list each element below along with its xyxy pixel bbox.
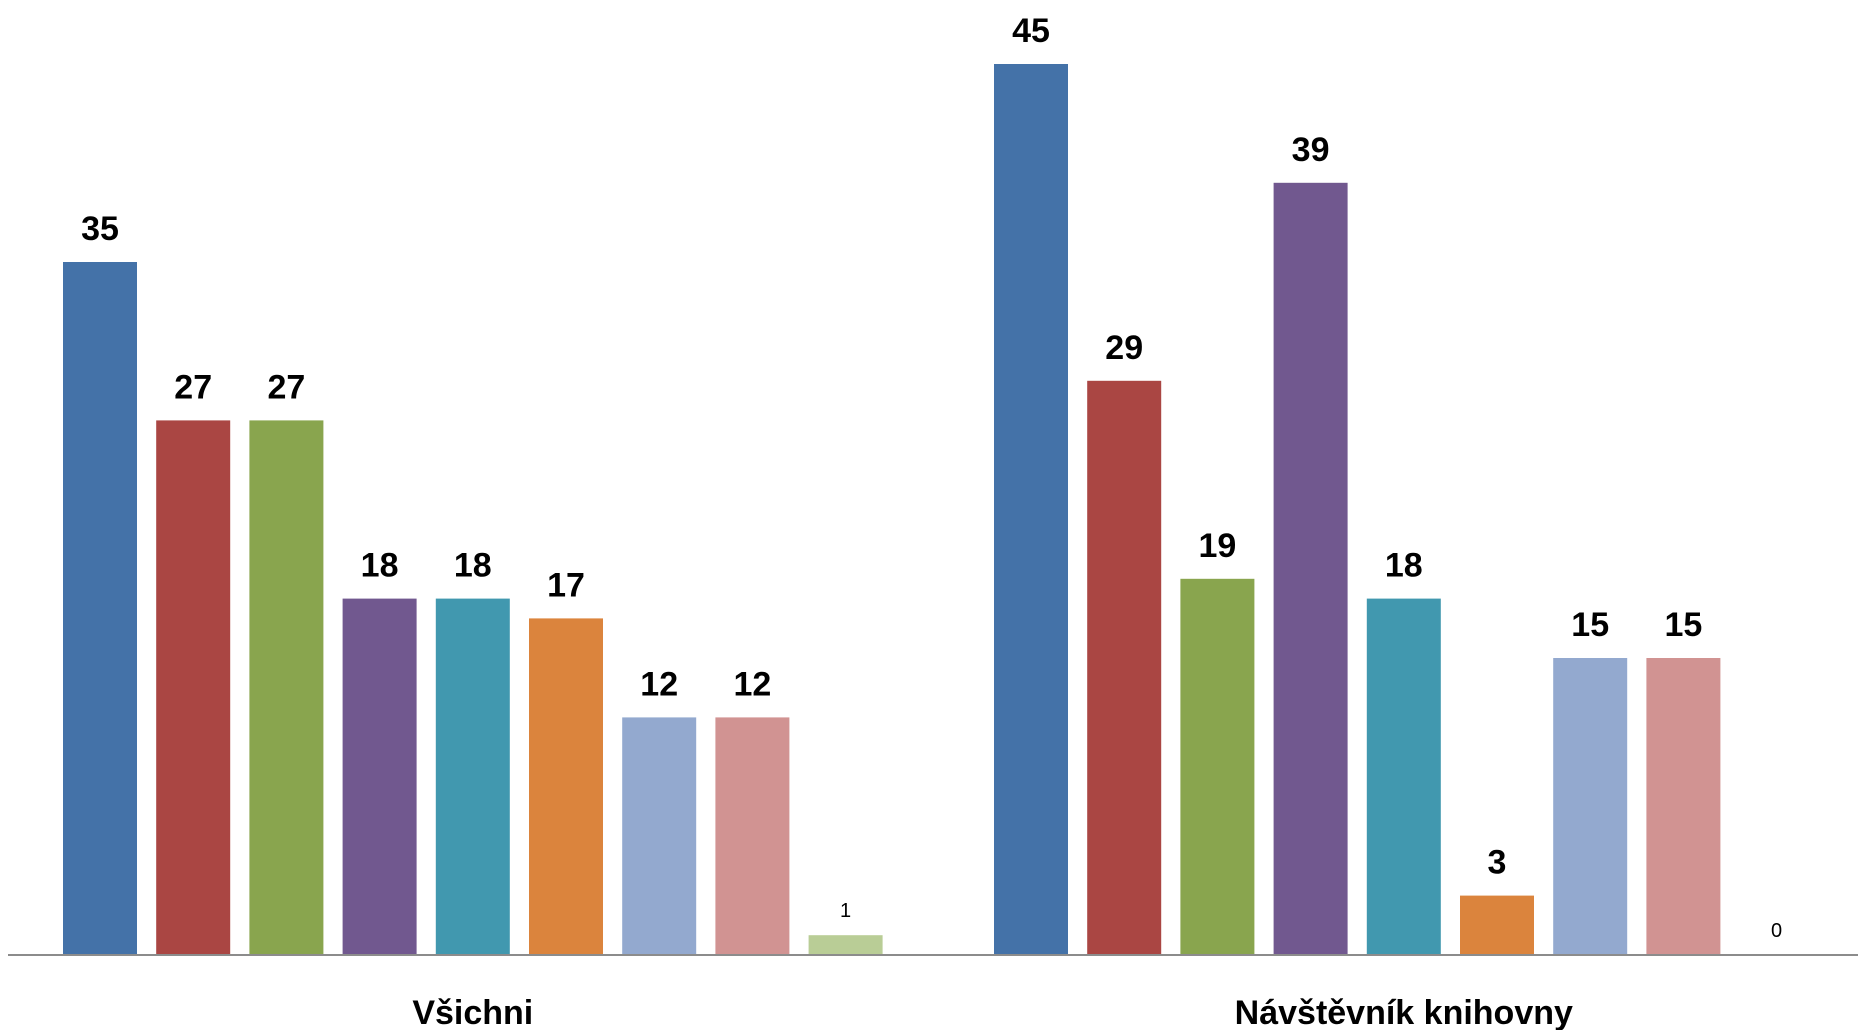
bars-layer	[63, 64, 1721, 956]
bar	[1646, 658, 1721, 955]
bar	[715, 717, 790, 955]
bar	[622, 717, 697, 955]
data-label: 12	[640, 665, 678, 703]
data-label: 39	[1292, 131, 1330, 169]
bar	[63, 262, 137, 955]
bar	[994, 64, 1068, 955]
bar	[1087, 380, 1162, 955]
data-label: 15	[1664, 606, 1702, 644]
bar	[1366, 598, 1441, 955]
data-label: 45	[1012, 12, 1050, 50]
bar	[808, 935, 883, 955]
category-label: Všichni	[412, 994, 533, 1030]
data-label: 1	[840, 900, 851, 922]
data-label: 19	[1198, 527, 1236, 565]
data-label: 18	[361, 547, 399, 585]
bar	[249, 420, 324, 955]
data-label: 18	[1385, 547, 1423, 585]
data-label: 3	[1488, 844, 1507, 882]
data-label: 35	[81, 210, 119, 248]
bar	[156, 420, 231, 955]
data-label: 15	[1571, 606, 1609, 644]
bar	[1553, 658, 1628, 955]
data-label: 27	[174, 368, 212, 406]
data-label: 27	[267, 368, 305, 406]
value-labels-layer: 35 27 27 18 18 17 12 12 1 45 29 19 39 18 3 15 15 0	[81, 12, 1782, 942]
data-label: 29	[1105, 329, 1143, 367]
data-label: 18	[454, 547, 492, 585]
data-label: 12	[733, 665, 771, 703]
data-label: 17	[547, 566, 585, 604]
bar	[342, 598, 417, 955]
data-label: 0	[1771, 920, 1782, 942]
category-labels-layer: Všichni Návštěvník knihovny	[412, 994, 1573, 1030]
bar	[529, 618, 603, 955]
bar	[435, 598, 510, 955]
bar	[1460, 895, 1534, 955]
category-label: Návštěvník knihovny	[1235, 994, 1573, 1030]
bar	[1180, 578, 1255, 955]
bar	[1273, 182, 1348, 956]
